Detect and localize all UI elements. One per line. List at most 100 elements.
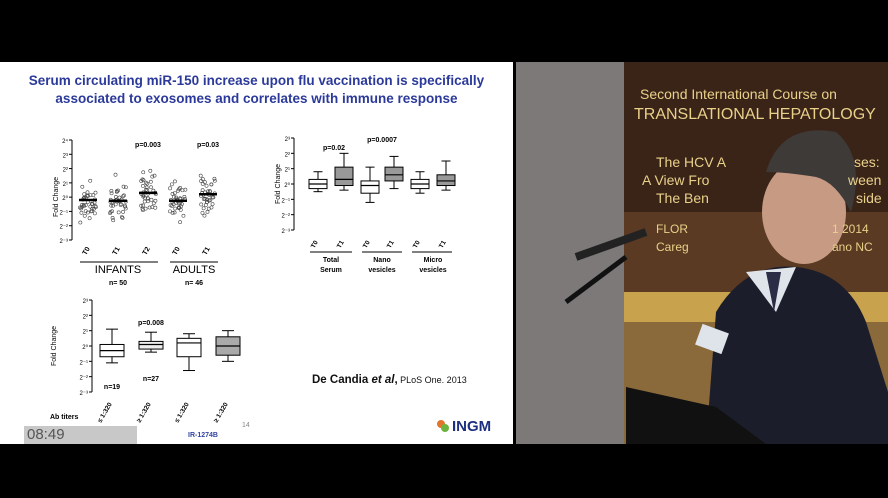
data-point	[93, 190, 98, 195]
citation-journal: PLoS One. 2013	[397, 375, 467, 385]
data-point	[88, 178, 93, 183]
data-point	[150, 174, 155, 179]
data-point	[205, 210, 210, 214]
banner-line-3b: ses:	[854, 154, 880, 170]
data-point	[144, 185, 149, 190]
data-point	[153, 205, 158, 210]
data-point	[143, 206, 148, 211]
data-point	[88, 204, 93, 209]
data-point	[148, 179, 153, 184]
video-timer: 08:49	[24, 426, 137, 444]
data-point	[80, 202, 85, 207]
data-point	[143, 196, 147, 201]
banner-line-2: TRANSLATIONAL HEPATOLOGY	[634, 106, 876, 123]
data-point	[182, 195, 187, 199]
y-tick-label: 2³	[83, 299, 88, 305]
x-tick-label: ≤ 1:320	[97, 401, 114, 424]
data-point	[141, 184, 145, 188]
data-point	[139, 179, 144, 183]
data-point	[141, 170, 146, 175]
data-point	[116, 210, 121, 215]
banner-line-7b: ano NC	[832, 240, 873, 254]
y-tick-label: 2⁴	[62, 138, 68, 145]
banner-line-3: The HCV A	[656, 154, 727, 170]
data-point	[144, 187, 148, 192]
y-tick-label: 2⁻¹	[59, 210, 68, 216]
group-label: Nano	[373, 257, 391, 264]
data-point	[149, 185, 153, 190]
data-point	[200, 177, 205, 181]
data-point	[110, 209, 114, 214]
citation-sep: ,	[394, 374, 398, 386]
p-value-label: p=0.003	[135, 142, 161, 149]
y-axis-label: Fold Change	[51, 326, 58, 366]
data-point	[117, 195, 122, 200]
data-point	[83, 203, 88, 207]
data-point	[109, 191, 114, 196]
data-point	[170, 210, 175, 215]
group-label: Micro	[424, 257, 443, 264]
y-tick-label: 2³	[285, 137, 290, 143]
p-value-label: p=0.008	[138, 320, 164, 327]
data-point	[211, 195, 216, 200]
data-point	[178, 220, 182, 225]
data-point	[118, 203, 123, 207]
data-point	[180, 188, 185, 193]
data-point	[139, 203, 144, 208]
data-point	[202, 213, 207, 218]
data-point	[114, 189, 119, 194]
data-point	[152, 173, 157, 178]
y-tick-label: 2²	[63, 168, 68, 174]
data-point	[82, 213, 87, 218]
data-point	[113, 194, 118, 199]
data-point	[108, 211, 112, 216]
data-point	[212, 178, 217, 183]
data-point	[87, 216, 92, 221]
data-point	[85, 210, 90, 215]
box	[176, 337, 202, 358]
data-point	[199, 202, 204, 207]
group-label: INFANTS	[95, 264, 141, 276]
box	[138, 340, 164, 350]
y-tick-label: 2⁻³	[79, 391, 88, 397]
y-tick-label: 2⁻³	[59, 239, 68, 245]
y-axis-label: Fold Change	[275, 164, 282, 204]
data-point	[120, 216, 125, 220]
data-point	[200, 210, 205, 215]
data-point	[121, 194, 125, 199]
data-point	[109, 188, 114, 193]
x-tick-label: T1	[438, 239, 448, 249]
data-point	[92, 211, 97, 216]
data-point	[169, 182, 174, 187]
data-point	[151, 201, 156, 206]
data-point	[201, 206, 206, 211]
group-count: n= 46	[185, 280, 203, 287]
slide-title-line1: Serum circulating miR-150 increase upon …	[28, 73, 485, 88]
data-point	[110, 216, 115, 220]
data-point	[88, 193, 93, 198]
box	[436, 174, 456, 187]
slide-title-line2: associated to exosomes and correlates wi…	[55, 91, 458, 106]
y-tick-label: 2¹	[83, 330, 88, 336]
data-point	[173, 206, 178, 211]
y-axis-label: Fold Change	[53, 177, 60, 217]
data-point	[208, 198, 213, 202]
data-point	[123, 185, 128, 190]
data-point	[121, 209, 125, 214]
x-tick-label: T1	[202, 246, 212, 257]
presentation-slide: Serum circulating miR-150 increase upon …	[0, 62, 513, 444]
x-tick-label: T1	[112, 246, 122, 257]
data-point	[145, 196, 150, 200]
x-tick-label: ≤ 1:320	[174, 401, 191, 424]
data-point	[172, 191, 177, 196]
data-point	[200, 188, 205, 193]
x-tick-label: T0	[172, 246, 182, 257]
ingm-logo-icon	[437, 420, 449, 432]
data-point	[174, 195, 179, 200]
data-point	[168, 203, 173, 207]
data-point	[149, 197, 154, 202]
y-tick-label: 2⁻³	[281, 229, 290, 235]
group-label: Total	[323, 257, 339, 264]
data-point	[85, 190, 90, 195]
data-point	[113, 172, 118, 177]
